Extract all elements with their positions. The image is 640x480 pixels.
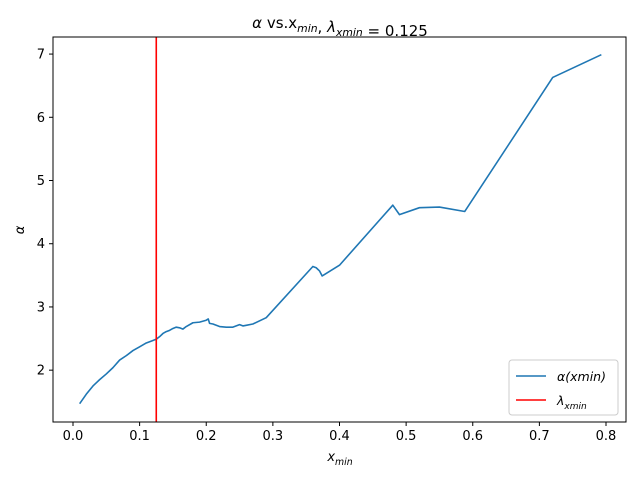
chart-title: α vs.xmin, λxmin = 0.125 (252, 14, 428, 40)
x-axis-label: xmin (326, 450, 352, 468)
x-tick-label: 0.7 (529, 429, 550, 444)
legend-label-lambda: λxmin (556, 393, 587, 412)
y-tick-label: 2 (37, 364, 45, 379)
alpha-series-line (78, 53, 602, 405)
plot-area (78, 37, 602, 422)
legend: α(xmin) λxmin (508, 359, 619, 416)
x-tick-label: 0.0 (63, 429, 84, 444)
y-tick-label: 3 (37, 300, 45, 315)
legend-label-alpha: α(xmin) (557, 369, 606, 384)
x-tick-label: 0.4 (329, 429, 350, 444)
x-tick-label: 0.5 (396, 429, 417, 444)
legend-box (508, 359, 619, 416)
x-tick-label: 0.2 (196, 429, 217, 444)
ticks: 0.0 0.1 0.2 0.3 0.4 0.5 0.6 0.7 0.8 2 3 4 5 6 7 (37, 48, 617, 444)
x-tick-label: 0.1 (129, 429, 150, 444)
y-tick-label: 6 (37, 111, 45, 126)
y-tick-label: 7 (37, 48, 45, 63)
y-tick-label: 5 (37, 174, 45, 189)
y-axis-label: α (13, 225, 28, 234)
x-tick-label: 0.8 (596, 429, 617, 444)
x-tick-label: 0.6 (462, 429, 483, 444)
x-tick-label: 0.3 (263, 429, 284, 444)
y-tick-label: 4 (37, 237, 45, 252)
